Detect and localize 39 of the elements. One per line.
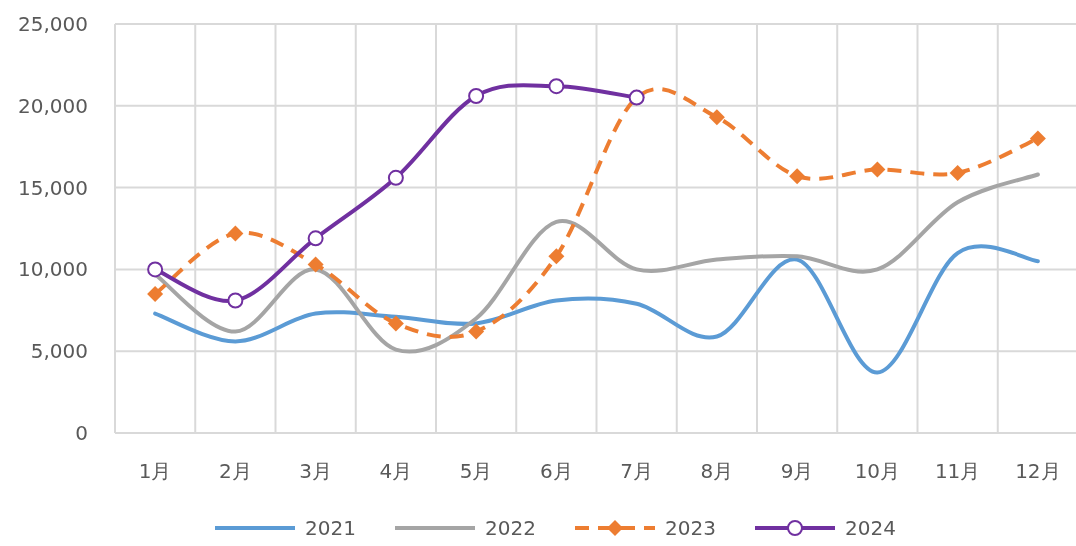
y-tick-label: 15,000 [18,175,88,200]
point [468,323,485,340]
legend-label: 2024 [845,516,896,540]
legend-label: 2021 [305,516,356,540]
y-tick-label: 10,000 [18,257,88,282]
x-tick-label: 2月 [219,459,252,483]
point [468,87,485,104]
point [307,256,324,273]
point [227,225,244,242]
point [227,292,244,309]
legend-label: 2023 [665,516,716,540]
x-tick-label: 11月 [934,459,981,483]
point [789,168,806,185]
point [387,315,404,332]
x-tick-label: 8月 [700,459,734,483]
point [869,161,886,178]
point [708,109,725,126]
x-tick-label: 5月 [459,459,493,483]
point [147,285,164,302]
x-tick-label: 9月 [780,459,814,483]
legend-label: 2022 [485,516,536,540]
point [548,78,565,95]
y-tick-label: 5,000 [30,339,88,364]
x-tick-label: 1月 [138,459,172,483]
x-tick-label: 6月 [540,459,573,483]
x-tick-label: 7月 [620,459,653,483]
point [1029,130,1046,147]
x-tick-label: 4月 [379,459,413,483]
y-tick-label: 20,000 [18,93,88,118]
x-tick-label: 3月 [299,459,332,483]
y-tick-label: 0 [75,421,88,445]
point [387,169,404,186]
y-tick-label: 25,000 [18,12,88,36]
point [949,164,966,181]
x-tick-label: 10月 [854,459,901,483]
point [307,230,324,247]
point [548,248,565,265]
point [147,261,164,278]
x-tick-label: 12月 [1015,459,1061,483]
